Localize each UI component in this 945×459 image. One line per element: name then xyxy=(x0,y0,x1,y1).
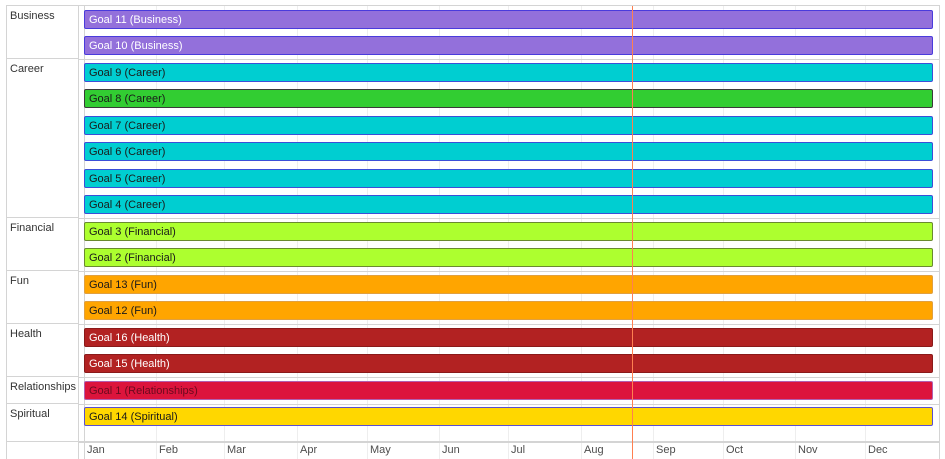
timeline-item[interactable]: Goal 1 (Relationships) xyxy=(84,380,933,400)
current-time-marker xyxy=(632,6,633,459)
timeline-item[interactable]: Goal 13 (Fun) xyxy=(84,274,933,294)
month-label: Dec xyxy=(868,444,888,456)
group-row xyxy=(79,6,939,60)
month-label: Nov xyxy=(798,444,818,456)
timeline-item[interactable]: Goal 7 (Career) xyxy=(84,115,933,135)
group-row xyxy=(79,377,939,405)
group-row xyxy=(79,404,939,443)
month-label: Sep xyxy=(656,444,676,456)
timeline-item[interactable]: Goal 14 (Spiritual) xyxy=(84,407,933,426)
timeline-item[interactable]: Goal 3 (Financial) xyxy=(84,221,933,241)
timeline-item[interactable]: Goal 12 (Fun) xyxy=(84,301,933,320)
timeline-item[interactable]: Goal 16 (Health) xyxy=(84,327,933,347)
timeline-item[interactable]: Goal 8 (Career) xyxy=(84,89,933,108)
month-label: Jul xyxy=(511,444,526,456)
group-label-spiritual: Spiritual xyxy=(7,404,78,442)
month-label: May xyxy=(370,444,391,456)
timeline-item[interactable]: Goal 5 (Career) xyxy=(84,168,933,188)
month-label: Feb xyxy=(159,444,178,456)
group-row xyxy=(79,271,939,325)
group-row xyxy=(79,59,939,219)
timeline-item[interactable]: Goal 10 (Business) xyxy=(84,36,933,55)
group-row xyxy=(79,324,939,378)
group-label-health: Health xyxy=(7,324,78,377)
group-label-financial: Financial xyxy=(7,218,78,271)
group-label-fun: Fun xyxy=(7,271,78,324)
month-label: Jan xyxy=(87,444,105,456)
group-label-career: Career xyxy=(7,59,78,218)
month-label: Oct xyxy=(726,444,744,456)
label-column-divider xyxy=(78,6,79,459)
month-label: Apr xyxy=(300,444,318,456)
month-label: Aug xyxy=(584,444,604,456)
group-row xyxy=(79,218,939,272)
month-label: Mar xyxy=(227,444,246,456)
group-label-relationships: Relationships xyxy=(7,377,78,404)
timeline[interactable]: Jan Feb Mar Apr May Jun Jul Aug Sep Oct Nov Dec Busi… xyxy=(6,5,940,459)
timeline-item[interactable]: Goal 2 (Financial) xyxy=(84,248,933,267)
group-label-business: Business xyxy=(7,6,78,59)
timeline-item[interactable]: Goal 6 (Career) xyxy=(84,142,933,161)
month-label: Jun xyxy=(442,444,460,456)
timeline-item[interactable]: Goal 4 (Career) xyxy=(84,195,933,214)
timeline-item[interactable]: Goal 11 (Business) xyxy=(84,9,933,29)
timeline-item[interactable]: Goal 9 (Career) xyxy=(84,62,933,82)
timeline-item[interactable]: Goal 15 (Health) xyxy=(84,354,933,373)
